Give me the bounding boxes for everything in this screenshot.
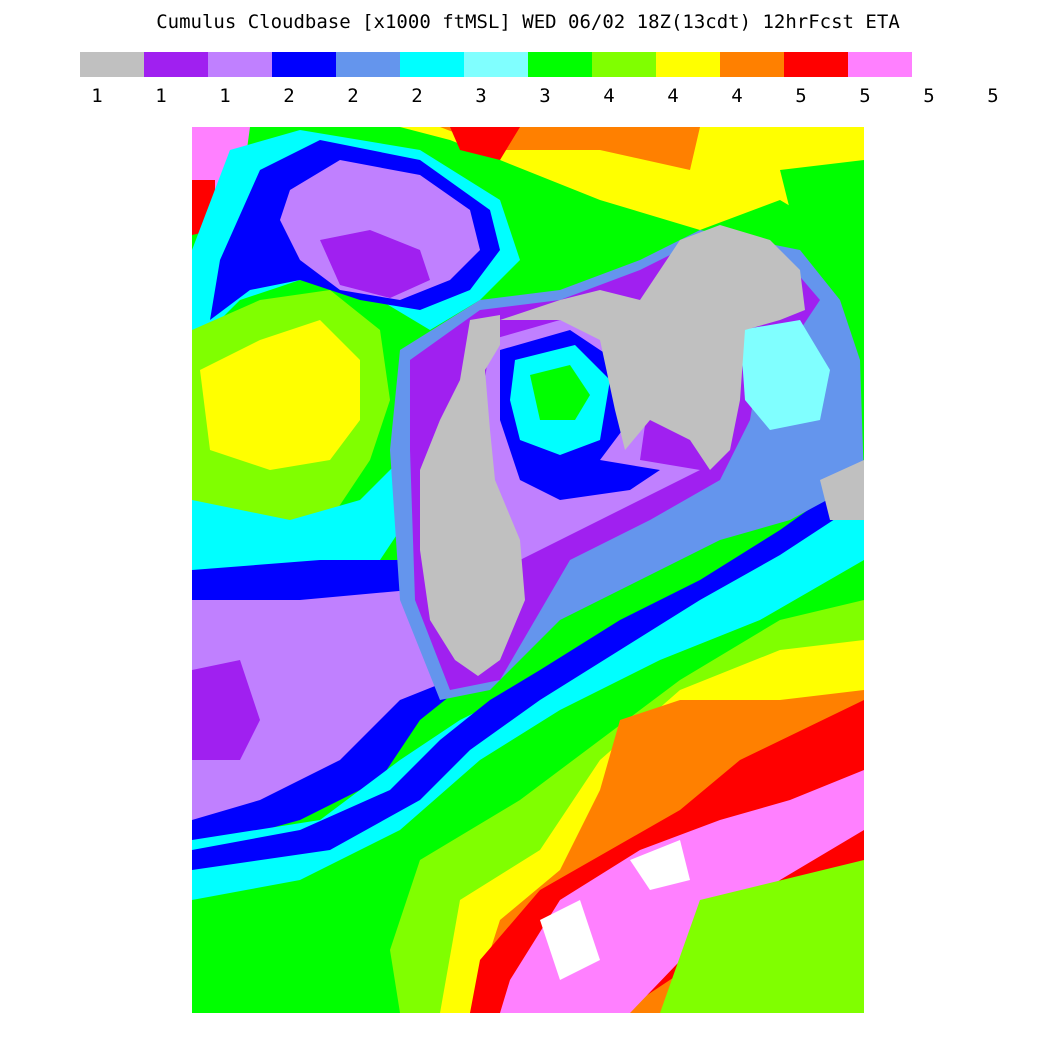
legend-swatch — [144, 52, 208, 77]
legend-label: 3 — [539, 85, 550, 107]
legend-swatch — [208, 52, 272, 77]
legend-swatch — [528, 52, 592, 77]
legend-label: 1 — [219, 85, 230, 107]
legend-swatch — [720, 52, 784, 77]
legend-label: 4 — [667, 85, 678, 107]
legend: 1 1 1 2 2 2 3 3 4 4 4 5 5 5 5 — [80, 52, 999, 107]
title: Cumulus Cloudbase [x1000 ftMSL] WED 06/0… — [156, 11, 900, 33]
legend-label: 2 — [411, 85, 422, 107]
legend-swatch — [656, 52, 720, 77]
legend-swatch — [784, 52, 848, 77]
legend-label: 2 — [283, 85, 294, 107]
legend-label: 1 — [155, 85, 166, 107]
legend-label: 2 — [347, 85, 358, 107]
legend-label: 4 — [603, 85, 614, 107]
legend-label: 5 — [859, 85, 870, 107]
legend-label: 5 — [795, 85, 806, 107]
legend-label: 5 — [923, 85, 934, 107]
legend-swatch — [400, 52, 464, 77]
legend-swatch — [336, 52, 400, 77]
legend-swatch — [592, 52, 656, 77]
map — [192, 127, 864, 1013]
legend-swatch — [80, 52, 144, 77]
legend-label: 4 — [731, 85, 742, 107]
legend-label: 5 — [987, 85, 998, 107]
legend-label: 1 — [91, 85, 102, 107]
legend-swatch — [848, 52, 912, 77]
legend-swatch — [464, 52, 528, 77]
legend-swatch — [272, 52, 336, 77]
legend-label: 3 — [475, 85, 486, 107]
